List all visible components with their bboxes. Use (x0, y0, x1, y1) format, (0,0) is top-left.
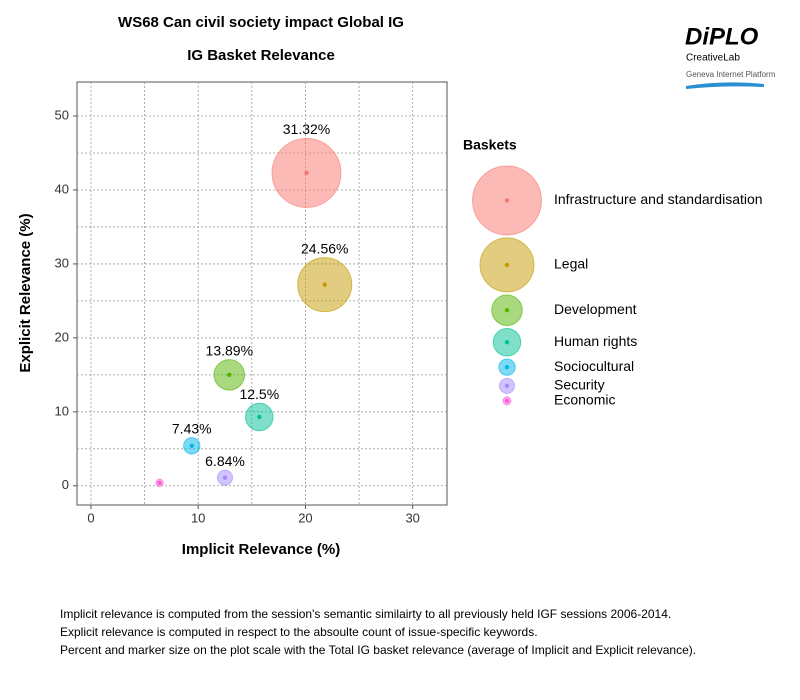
data-label: 6.84% (205, 453, 245, 469)
bubble-center (227, 372, 232, 378)
data-label: 24.56% (301, 240, 348, 256)
bubble-center (189, 443, 194, 449)
legend-label: Development (554, 301, 637, 317)
legend-marker-center (504, 340, 510, 345)
footnote: Implicit relevance is computed from the … (60, 607, 671, 621)
legend-marker-center (504, 262, 510, 268)
chart-title: WS68 Can civil society impact Global IG (118, 14, 404, 31)
bubble-center (257, 414, 262, 420)
y-tick-label: 10 (55, 403, 69, 418)
y-tick-label: 30 (55, 255, 69, 270)
bubble-center (222, 475, 228, 480)
x-tick-label: 30 (405, 510, 419, 525)
bubble-center (304, 170, 309, 176)
y-tick-label: 50 (55, 107, 69, 122)
footnote: Percent and marker size on the plot scal… (60, 643, 696, 657)
y-axis-title: Explicit Relevance (%) (17, 213, 34, 372)
legend-marker-center (504, 364, 510, 370)
legend-label: Legal (554, 256, 588, 272)
data-label: 13.89% (206, 342, 253, 358)
legend-label: Sociocultural (554, 358, 634, 374)
x-axis-title: Implicit Relevance (%) (182, 541, 340, 558)
logo: DiPLO CreativeLab Geneva Internet Platfo… (685, 23, 776, 89)
legend-marker-center (504, 308, 510, 313)
legend-label: Security (554, 377, 605, 393)
data-label: 12.5% (239, 386, 279, 402)
legend-marker-center (504, 383, 510, 389)
logo-swoosh (686, 82, 764, 89)
y-tick-label: 40 (55, 181, 69, 196)
logo-line: CreativeLab (686, 53, 740, 64)
logo-brand: DiPLO (685, 23, 759, 50)
x-tick-label: 10 (191, 510, 205, 525)
x-tick-label: 0 (87, 510, 94, 525)
y-tick-label: 0 (62, 477, 69, 492)
y-tick-label: 20 (55, 329, 69, 344)
legend-label: Economic (554, 392, 615, 408)
legend-label: Human rights (554, 333, 637, 349)
legend-marker-center (504, 198, 510, 203)
data-label: 7.43% (172, 420, 212, 436)
plot-background (76, 81, 448, 506)
data-label: 31.32% (283, 121, 330, 137)
legend-title: Baskets (463, 137, 517, 153)
logo-line: Geneva Internet Platform (686, 70, 776, 79)
legend-marker-center (504, 398, 510, 404)
x-tick-label: 20 (298, 510, 312, 525)
footnote: Explicit relevance is computed in respec… (60, 625, 538, 639)
bubble-center (157, 480, 162, 486)
legend-label: Infrastructure and standardisation (554, 191, 763, 207)
chart-subtitle: IG Basket Relevance (187, 47, 335, 64)
bubble-center (322, 282, 327, 287)
